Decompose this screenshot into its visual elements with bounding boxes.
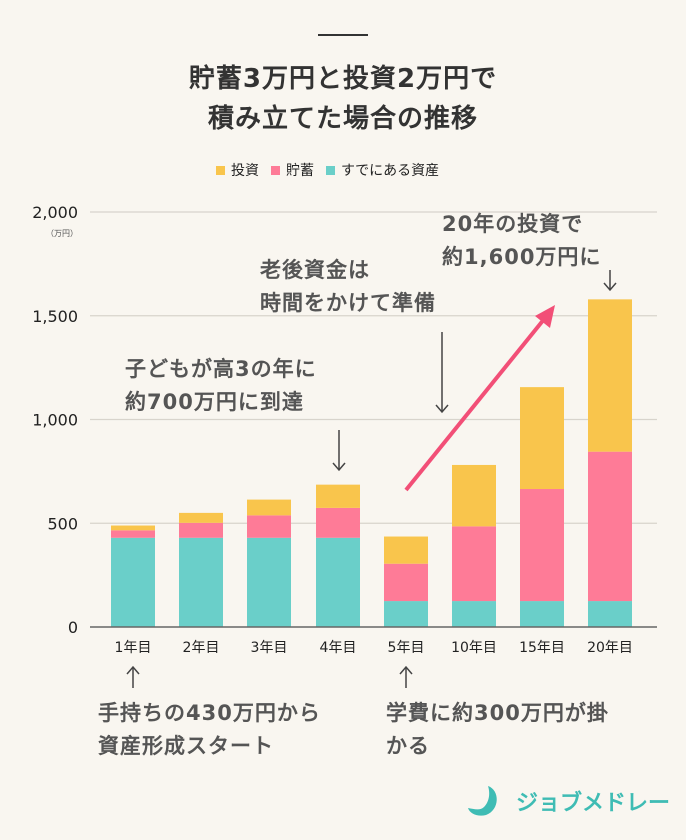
annotation-20yr: 20年の投資で 約1,600万円に <box>442 208 601 274</box>
x-tick-label: 3年目 <box>251 640 288 656</box>
annotation-text: 20年の投資で <box>442 212 584 236</box>
y-tick-label: 1,500 <box>32 307 78 326</box>
annotation-text: 時間をかけて準備 <box>260 291 436 315</box>
annotation-text: 約700万円に到達 <box>125 390 304 414</box>
bar-segment-savings <box>452 526 496 602</box>
logo-mark-icon <box>468 786 497 816</box>
y-tick-label: 0 <box>68 618 78 637</box>
bar-segment-savings <box>247 515 291 538</box>
arrow-down-icon-head <box>435 404 449 414</box>
annotation-text: 老後資金は <box>260 258 370 282</box>
bar-segment-savings <box>520 489 564 602</box>
legend-swatch <box>326 165 335 175</box>
legend-item-savings: 貯蓄 <box>271 160 314 180</box>
x-tick-label: 1年目 <box>115 640 152 656</box>
bar-segment-savings <box>179 522 223 538</box>
annotation-text: 子どもが高3の年に <box>125 357 317 381</box>
growth-arrow-head-icon <box>535 305 555 328</box>
bar-segment-invest <box>384 536 428 564</box>
annotation-700: 子どもが高3の年に 約700万円に到達 <box>125 353 317 419</box>
x-tick-label: 10年目 <box>451 640 497 656</box>
annotation-text: 約1,600万円に <box>442 245 602 269</box>
legend: 投資 貯蓄 すでにある資産 <box>216 160 439 180</box>
arrow-up-icon-head <box>399 665 413 675</box>
bar-segment-existing <box>520 601 564 627</box>
title-line-1: 貯蓄3万円と投資2万円で <box>188 64 498 94</box>
bar-segment-invest <box>520 387 564 490</box>
annotation-text: 学費に約300万円が掛 <box>386 701 609 725</box>
legend-swatch <box>216 165 225 175</box>
y-tick-label: 1,000 <box>32 411 78 430</box>
legend-label: 投資 <box>231 163 259 179</box>
arrow-down-icon-head <box>603 282 617 292</box>
annotation-tuition: 学費に約300万円が掛 かる <box>386 697 609 763</box>
bar-segment-invest <box>247 499 291 516</box>
bar-segment-existing <box>179 537 223 627</box>
y-unit-label: （万円） <box>46 229 78 238</box>
bar-segment-existing <box>247 537 291 627</box>
arrow-up-icon-head <box>126 665 140 675</box>
arrow-down-icon-head <box>332 462 346 472</box>
bar-segment-invest <box>452 464 496 527</box>
x-tick-label: 5年目 <box>388 640 425 656</box>
legend-item-existing: すでにある資産 <box>326 160 439 180</box>
bar-segment-savings <box>316 507 360 538</box>
title-divider <box>318 34 368 36</box>
bar-segment-invest <box>316 484 360 508</box>
y-tick-label: 500 <box>47 514 78 533</box>
bar-segment-existing <box>588 601 632 627</box>
growth-arrow <box>404 316 547 492</box>
bar-segment-invest <box>588 299 632 452</box>
x-tick-label: 4年目 <box>320 640 357 656</box>
bar-segment-existing <box>384 601 428 627</box>
annotation-text: 資産形成スタート <box>98 734 274 758</box>
bar-segment-savings <box>384 563 428 602</box>
bar-segment-savings <box>588 451 632 602</box>
x-tick-label: 20年目 <box>587 640 633 656</box>
bar-segment-existing <box>316 537 360 627</box>
title-line-2: 積み立てた場合の推移 <box>207 104 478 134</box>
annotation-retirement: 老後資金は時間をかけて準備 <box>260 254 436 320</box>
legend-label: すでにある資産 <box>341 163 440 179</box>
annotation-text: 手持ちの430万円から <box>98 701 321 725</box>
logo-text: ジョブメドレー <box>516 791 671 816</box>
bar-segment-existing <box>452 601 496 627</box>
legend-swatch <box>271 165 280 175</box>
legend-item-invest: 投資 <box>216 160 259 180</box>
x-tick-label: 15年目 <box>519 640 565 656</box>
x-tick-label: 2年目 <box>183 640 220 656</box>
bar-segment-existing <box>111 537 155 627</box>
bar-segment-invest <box>179 512 223 523</box>
jobmedley-logo: ジョブメドレー <box>466 784 670 818</box>
legend-label: 貯蓄 <box>286 163 314 179</box>
annotation-start: 手持ちの430万円から 資産形成スタート <box>98 697 321 763</box>
bar-segment-savings <box>111 530 155 538</box>
bar-segment-invest <box>111 525 155 531</box>
y-tick-label: 2,000 <box>32 203 78 222</box>
annotation-text: かる <box>386 734 430 758</box>
